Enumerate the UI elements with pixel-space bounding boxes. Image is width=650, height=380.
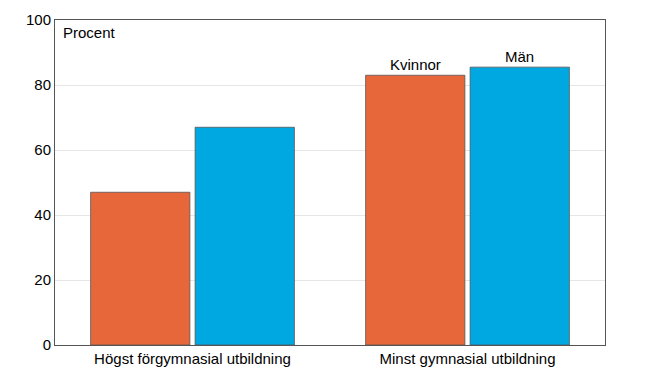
svg-text:Högst förgymnasial utbildning: Högst förgymnasial utbildning xyxy=(94,350,291,367)
svg-text:0: 0 xyxy=(43,336,51,353)
svg-text:40: 40 xyxy=(34,206,51,223)
svg-text:Procent: Procent xyxy=(63,24,116,41)
svg-text:Män: Män xyxy=(505,48,534,65)
svg-text:80: 80 xyxy=(34,76,51,93)
svg-text:100: 100 xyxy=(26,11,51,28)
svg-text:20: 20 xyxy=(34,271,51,288)
svg-text:60: 60 xyxy=(34,141,51,158)
svg-text:Minst gymnasial utbildning: Minst gymnasial utbildning xyxy=(380,350,556,367)
svg-text:Kvinnor: Kvinnor xyxy=(390,56,441,73)
